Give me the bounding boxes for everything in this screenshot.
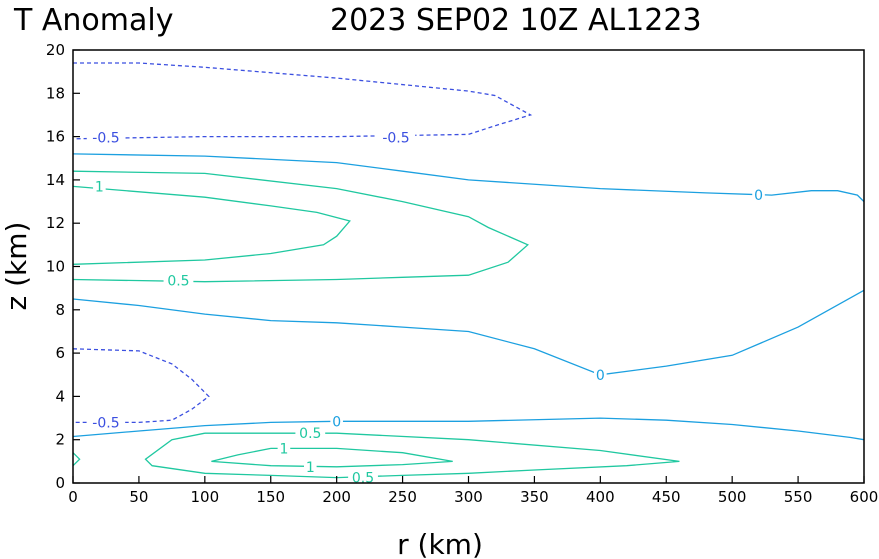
x-tick-label: 300 — [454, 488, 483, 506]
y-tick-label: 4 — [55, 387, 65, 405]
contour-label-background — [86, 414, 126, 431]
contour-labels: -0.5 -0.5 -0.5 0 0 0 0.5 1 0.5 0.5 1 1 — [86, 129, 765, 487]
chart-title: T Anomaly — [13, 3, 173, 38]
contour-label: 1 — [95, 179, 104, 195]
y-tick-label: 16 — [46, 128, 65, 146]
x-tick-label: 50 — [129, 488, 148, 506]
contour-label-background — [163, 272, 194, 289]
contour-label: 1 — [279, 441, 288, 457]
contour-line-level-0 — [72, 417, 865, 441]
contour-line-level-0p5 — [72, 170, 529, 283]
contour-label-background — [594, 366, 607, 383]
y-tick-label: 18 — [46, 84, 65, 102]
x-tick-label: 550 — [784, 488, 813, 506]
y-tick-label: 2 — [55, 431, 65, 449]
y-tick-label: 14 — [46, 171, 65, 189]
x-tick-label: 450 — [652, 488, 681, 506]
contour-label: 0 — [596, 368, 605, 384]
contour-line-level-0p5 — [144, 432, 680, 479]
contour-label-background — [304, 458, 317, 475]
y-axis-title: z (km) — [0, 222, 33, 311]
contour-label-background — [330, 413, 343, 430]
contour-label: -0.5 — [92, 131, 119, 147]
contour-label-background — [277, 440, 291, 457]
x-tick-label: 500 — [718, 488, 747, 506]
x-tick-label: 250 — [388, 488, 417, 506]
contour-label-background — [376, 129, 416, 146]
contour-line-level-neg0p5 — [72, 348, 210, 424]
x-axis-title: r (km) — [397, 528, 483, 559]
y-tick-label: 6 — [55, 344, 65, 362]
contour-label: -0.5 — [382, 131, 409, 147]
y-tick-label: 12 — [46, 214, 65, 232]
y-tick-label: 8 — [55, 301, 65, 319]
contour-label: 0.5 — [299, 426, 321, 442]
chart-subtitle: 2023 SEP02 10Z AL1223 — [330, 3, 702, 38]
contour-label: 1 — [306, 460, 315, 476]
contour-line-level-0 — [72, 289, 865, 376]
contour-label: 0 — [332, 414, 341, 430]
x-tick-label: 400 — [586, 488, 615, 506]
y-tick-label: 0 — [55, 474, 65, 492]
contour-line-level-1 — [211, 447, 453, 468]
x-tick-label: 0 — [68, 488, 78, 506]
axes: 0 50 100 150 200 250 300 350 400 450 500 550 6000246… — [46, 41, 878, 506]
contour-label-background — [348, 469, 378, 486]
x-tick-label: 150 — [256, 488, 285, 506]
y-tick-label: 20 — [46, 41, 65, 59]
contour-label: 0.5 — [352, 471, 374, 487]
contour-line-level-neg0p5 — [72, 62, 533, 140]
contour-label: -0.5 — [92, 415, 119, 431]
contour-label: 0.5 — [167, 274, 189, 290]
contour-lines — [72, 62, 865, 479]
contour-label-background — [295, 425, 326, 442]
contour-label: 0 — [754, 188, 763, 204]
x-tick-label: 350 — [520, 488, 549, 506]
contour-line-level-1 — [72, 185, 351, 265]
contour-line-level-0p5 — [72, 452, 81, 467]
contour-label-background — [86, 129, 126, 146]
contour-line-level-0 — [72, 153, 865, 203]
x-tick-label: 100 — [191, 488, 220, 506]
plot-frame — [72, 49, 865, 484]
contour-label-background — [752, 187, 765, 204]
y-tick-label: 10 — [46, 258, 65, 276]
x-tick-label: 600 — [850, 488, 879, 506]
contour-label-background — [93, 178, 106, 195]
x-tick-label: 200 — [322, 488, 351, 506]
